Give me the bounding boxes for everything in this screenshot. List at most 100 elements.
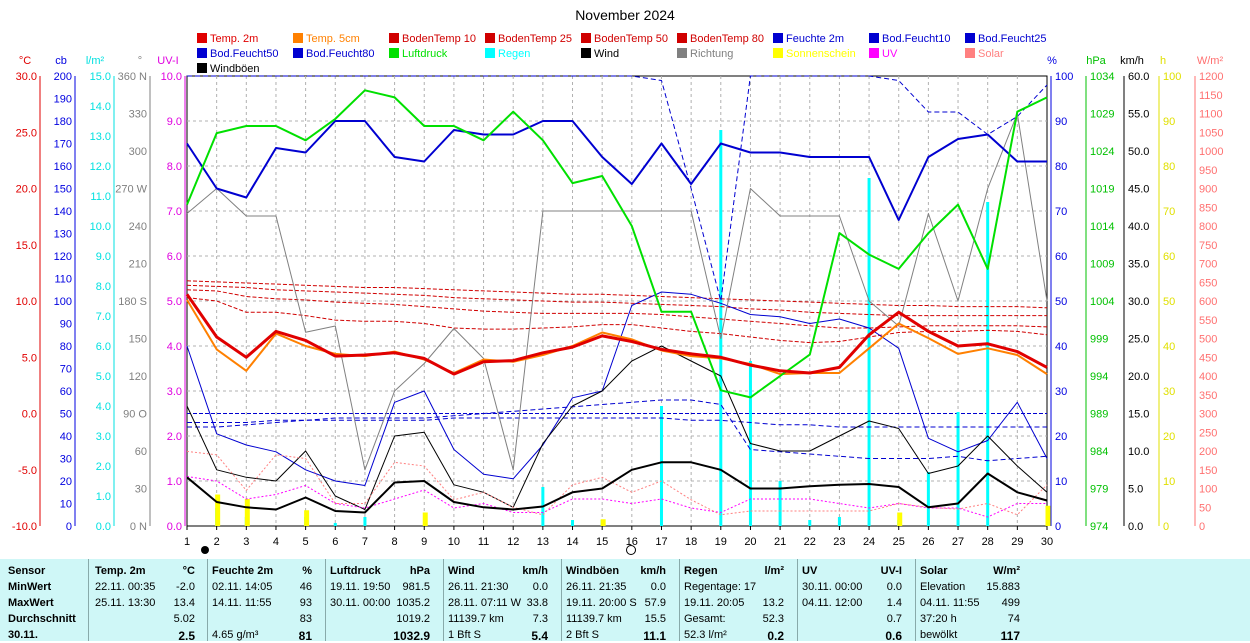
axis-tick-temp-7: -5.0 <box>18 465 37 477</box>
statistics-panel: Sensor MinWert MaxWert Durchschnitt 30.11. Te… <box>0 559 1250 643</box>
axis-tick-pressure-6: 1004 <box>1090 296 1114 308</box>
stats-value-1-2: 83 <box>299 613 312 625</box>
axis-tick-cb-2: 180 <box>54 116 72 128</box>
legend-swatch-0 <box>197 33 207 43</box>
stats-separator-7 <box>915 559 916 641</box>
axis-tick-dir-7: 150 <box>129 334 147 346</box>
stats-value-6-3: 0.6 <box>885 629 902 643</box>
legend-swatch-18 <box>197 63 207 73</box>
axis-tick-solar-17: 350 <box>1199 390 1217 402</box>
x-tick-label-15: 15 <box>596 536 608 548</box>
axis-tick-uv-4: 6.0 <box>167 251 182 263</box>
stats-value-0-2: 5.02 <box>173 613 195 625</box>
rain-bar-6 <box>333 523 337 526</box>
sunshine-bar-25 <box>897 512 903 526</box>
stats-head-0: Temp. 2m <box>95 565 146 577</box>
stats-value-3-0: 0.0 <box>532 581 548 593</box>
x-tick-label-25: 25 <box>893 536 905 548</box>
stats-unit-0: °C <box>182 565 195 577</box>
legend-swatch-8 <box>965 33 975 43</box>
axis-tick-solar-20: 200 <box>1199 446 1217 458</box>
series-line-luftdruck <box>186 89 1048 399</box>
sunshine-bar-2 <box>215 494 221 526</box>
rain-bar-22 <box>808 520 812 526</box>
stats-info-1-0: 02.11. 14:05 <box>212 581 273 593</box>
stats-info-1-3: 4.65 g/m³ <box>212 629 259 641</box>
stats-value-2-1: 1035.2 <box>396 597 430 609</box>
stats-info-2-1: 30.11. 00:00 <box>330 597 391 609</box>
axis-tick-sun-7: 30 <box>1163 386 1175 398</box>
axis-tick-sun-9: 10 <box>1163 476 1175 488</box>
axis-tick-rain-10: 5.0 <box>96 371 111 383</box>
axis-unit-cb: cb <box>55 55 67 67</box>
axis-tick-rain-1: 14.0 <box>90 101 111 113</box>
x-tick-label-17: 17 <box>655 536 667 548</box>
axis-tick-temp-2: 20.0 <box>16 184 37 196</box>
axis-unit-solar: W/m² <box>1197 55 1224 67</box>
legend-swatch-13 <box>581 48 591 58</box>
x-tick-label-5: 5 <box>303 536 309 548</box>
axis-unit-uv: UV-I <box>157 55 178 67</box>
stats-value-1-1: 93 <box>299 597 312 609</box>
axis-tick-pressure-4: 1014 <box>1090 221 1114 233</box>
stats-value-7-0: 15.883 <box>986 581 1020 593</box>
axis-tick-solar-24: 0 <box>1199 521 1205 533</box>
axis-tick-cb-0: 200 <box>54 71 72 83</box>
axis-tick-solar-9: 750 <box>1199 240 1217 252</box>
x-tick-label-7: 7 <box>362 536 368 548</box>
rain-bar-27 <box>956 412 960 526</box>
stats-info-4-0: 26.11. 21:35 <box>566 581 627 593</box>
axis-tick-cb-15: 50 <box>60 409 72 421</box>
axis-tick-temp-5: 5.0 <box>22 352 37 364</box>
x-tick-label-28: 28 <box>982 536 994 548</box>
axis-tick-uv-7: 3.0 <box>167 386 182 398</box>
axis-tick-dir-6: 180 S <box>118 296 147 308</box>
axis-tick-cb-19: 10 <box>60 499 72 511</box>
legend-label-5: BodenTemp 80 <box>690 33 764 45</box>
axis-tick-cb-12: 80 <box>60 341 72 353</box>
axis-tick-solar-18: 300 <box>1199 409 1217 421</box>
stats-info-0-0: 22.11. 00:35 <box>95 581 156 593</box>
stats-value-4-3: 11.1 <box>643 629 666 643</box>
axis-tick-rain-12: 3.0 <box>96 431 111 443</box>
axis-tick-dir-3: 270 W <box>115 184 147 196</box>
rain-bar-24 <box>867 178 871 526</box>
new-moon-icon <box>201 546 209 554</box>
axis-tick-rain-3: 12.0 <box>90 161 111 173</box>
stats-value-5-3: 0.2 <box>767 629 784 643</box>
axis-tick-cb-8: 120 <box>54 251 72 263</box>
axis-tick-uv-2: 8.0 <box>167 161 182 173</box>
legend-label-15: Sonnenschein <box>786 48 856 60</box>
stats-value-6-2: 0.7 <box>886 613 902 625</box>
axis-tick-humidity-1: 90 <box>1055 116 1067 128</box>
legend-label-1: Temp. 5cm <box>306 33 360 45</box>
stats-value-7-1: 499 <box>1001 597 1020 609</box>
axis-tick-solar-5: 950 <box>1199 165 1217 177</box>
stats-head-3: Wind <box>448 565 475 577</box>
rain-bar-17 <box>659 406 663 526</box>
x-tick-label-2: 2 <box>214 536 220 548</box>
stats-head-6: UV <box>802 565 818 577</box>
legend-label-16: UV <box>882 48 898 60</box>
axis-tick-uv-3: 7.0 <box>167 206 182 218</box>
axis-tick-dir-5: 210 <box>129 259 147 271</box>
legend-swatch-12 <box>485 48 495 58</box>
legend-label-8: Bod.Feucht25 <box>978 33 1047 45</box>
series-line-wind <box>186 461 1048 514</box>
legend-swatch-2 <box>389 33 399 43</box>
axis-tick-solar-7: 850 <box>1199 202 1217 214</box>
x-tick-label-6: 6 <box>332 536 338 548</box>
axis-tick-rain-8: 7.0 <box>96 311 111 323</box>
legend-swatch-3 <box>485 33 495 43</box>
sunshine-bar-15 <box>600 519 606 526</box>
axis-tick-rain-4: 11.0 <box>90 191 111 203</box>
axis-tick-uv-10: 0.0 <box>167 521 182 533</box>
axis-tick-cb-1: 190 <box>54 94 72 106</box>
stats-unit-5: l/m² <box>764 565 784 577</box>
axis-tick-cb-7: 130 <box>54 229 72 241</box>
axis-tick-wind-6: 30.0 <box>1128 296 1149 308</box>
legend-label-17: Solar <box>978 48 1004 60</box>
axis-tick-temp-0: 30.0 <box>16 71 37 83</box>
stats-info-7-3: bewölkt <box>920 629 958 641</box>
axis-tick-solar-4: 1000 <box>1199 146 1223 158</box>
